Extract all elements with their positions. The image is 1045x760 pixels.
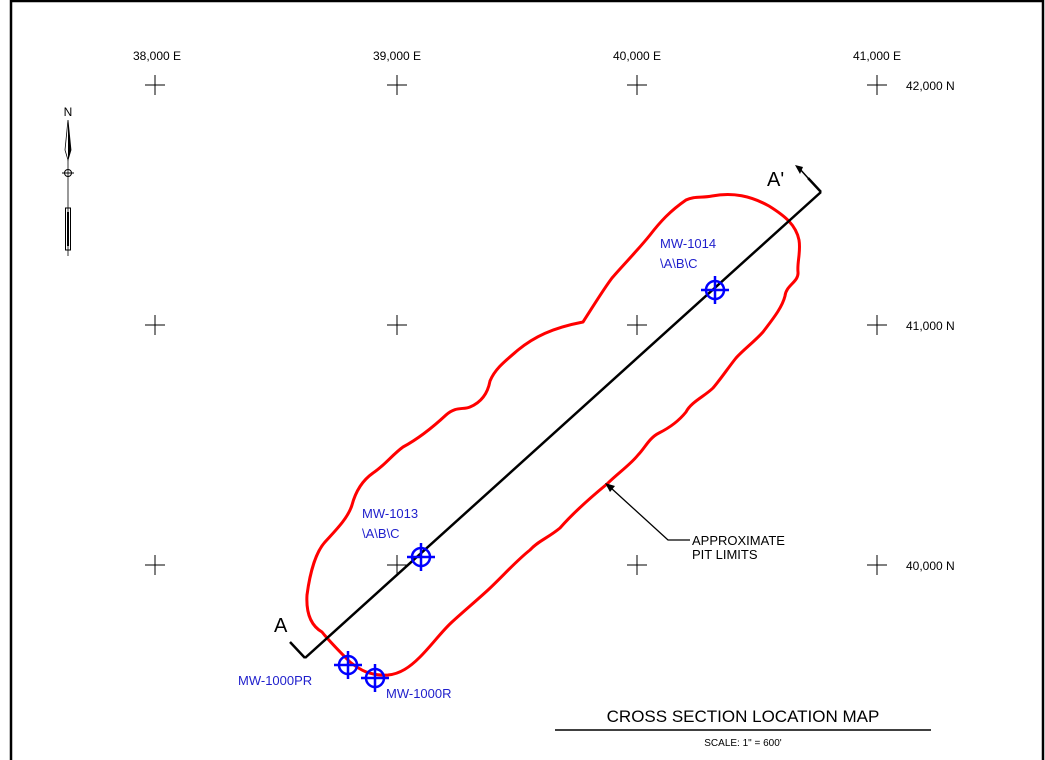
- northing-label-40000: 40,000 N: [906, 559, 955, 573]
- north-arrow-icon: N: [62, 105, 74, 256]
- easting-label-41000: 41,000 E: [853, 49, 901, 63]
- sheet-border: [9, 0, 1045, 760]
- pit-callout-line1: APPROXIMATE: [692, 533, 785, 548]
- map-title: CROSS SECTION LOCATION MAP: [607, 707, 880, 726]
- map-scale: SCALE: 1" = 600': [704, 738, 782, 749]
- section-start-label: A: [274, 615, 288, 637]
- northing-label-42000: 42,000 N: [906, 79, 955, 93]
- cross-section-line: [289, 165, 822, 659]
- well-label-mw-1000pr: MW-1000PR: [238, 673, 312, 688]
- easting-label-40000: 40,000 E: [613, 49, 661, 63]
- well-label-mw-1014: MW-1014: [660, 236, 716, 251]
- north-arrow-label: N: [64, 105, 73, 119]
- well-label-mw-1013: MW-1013: [362, 506, 418, 521]
- well-sublabel-mw-1013: \A\B\C: [362, 526, 400, 541]
- pit-callout-line2: PIT LIMITS: [692, 547, 758, 562]
- pit-limit-outline: [305, 192, 802, 677]
- well-marker-mw-1000pr: [334, 651, 362, 679]
- grid-ticks: [145, 75, 887, 575]
- well-label-mw-1000r: MW-1000R: [386, 686, 452, 701]
- well-marker-mw-1000r: [361, 664, 389, 692]
- easting-label-38000: 38,000 E: [133, 49, 181, 63]
- well-marker-mw-1014: [701, 276, 729, 304]
- northing-label-41000: 41,000 N: [906, 319, 955, 333]
- easting-label-39000: 39,000 E: [373, 49, 421, 63]
- well-marker-mw-1013: [407, 543, 435, 571]
- pit-callout-leader: [605, 483, 690, 541]
- section-end-label: A': [767, 169, 784, 191]
- well-sublabel-mw-1014: \A\B\C: [660, 256, 698, 271]
